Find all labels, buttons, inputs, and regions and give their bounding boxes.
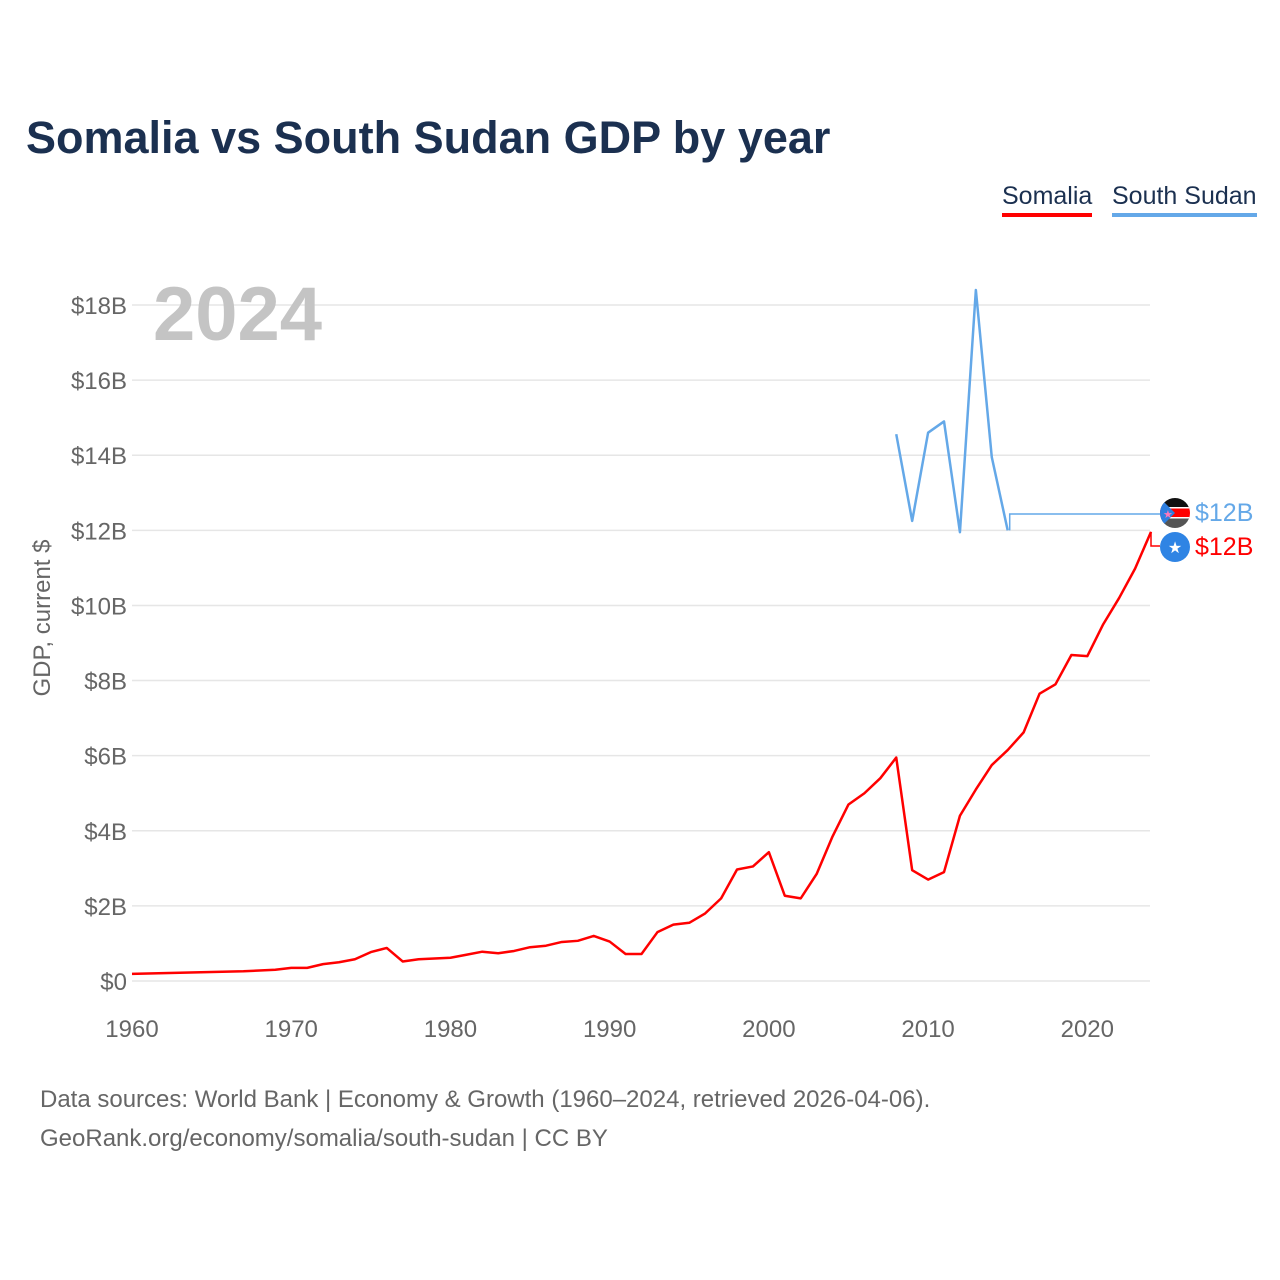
y-tick-label: $18B — [71, 293, 127, 320]
somalia-leader-line — [1150, 531, 1160, 547]
y-tick-label: $12B — [71, 518, 127, 545]
x-tick-label: 2010 — [901, 1016, 954, 1043]
y-tick-label: $10B — [71, 593, 127, 620]
somalia-end-label: $12B — [1195, 533, 1253, 561]
chart-title: Somalia vs South Sudan GDP by year — [26, 112, 831, 163]
y-tick-label: $0 — [100, 969, 127, 996]
y-tick-label: $14B — [71, 443, 127, 470]
x-tick-label: 2020 — [1061, 1016, 1114, 1043]
south-sudan-flag-icon: ★ — [1160, 498, 1190, 528]
somalia-flag-icon: ★ — [1160, 532, 1190, 562]
y-axis-label: GDP, current $ — [29, 540, 56, 697]
y-tick-label: $6B — [84, 744, 127, 771]
svg-text:★: ★ — [1163, 509, 1173, 521]
y-tick-label: $8B — [84, 669, 127, 696]
y-tick-label: $2B — [84, 894, 127, 921]
legend-item-south-sudan[interactable]: South Sudan — [1112, 182, 1257, 217]
x-tick-label: 1980 — [424, 1016, 477, 1043]
south-sudan-leader-line — [1008, 513, 1160, 531]
legend-item-somalia[interactable]: Somalia — [1002, 182, 1093, 217]
x-tick-label: 2000 — [742, 1016, 795, 1043]
footer-sources: Data sources: World Bank | Economy & Gro… — [40, 1086, 931, 1113]
south-sudan-end-label: $12B — [1195, 499, 1253, 527]
year-label: 2024 — [153, 272, 322, 357]
series-line-somalia — [131, 531, 1153, 976]
svg-text:★: ★ — [1168, 540, 1182, 557]
y-tick-label: $4B — [84, 819, 127, 846]
y-tick-label: $16B — [71, 368, 127, 395]
series-line-south-sudan — [895, 288, 1009, 534]
x-tick-label: 1990 — [583, 1016, 636, 1043]
x-tick-label: 1960 — [105, 1016, 158, 1043]
x-tick-label: 1970 — [265, 1016, 318, 1043]
footer-link[interactable]: GeoRank.org/economy/somalia/south-sudan … — [40, 1125, 608, 1152]
